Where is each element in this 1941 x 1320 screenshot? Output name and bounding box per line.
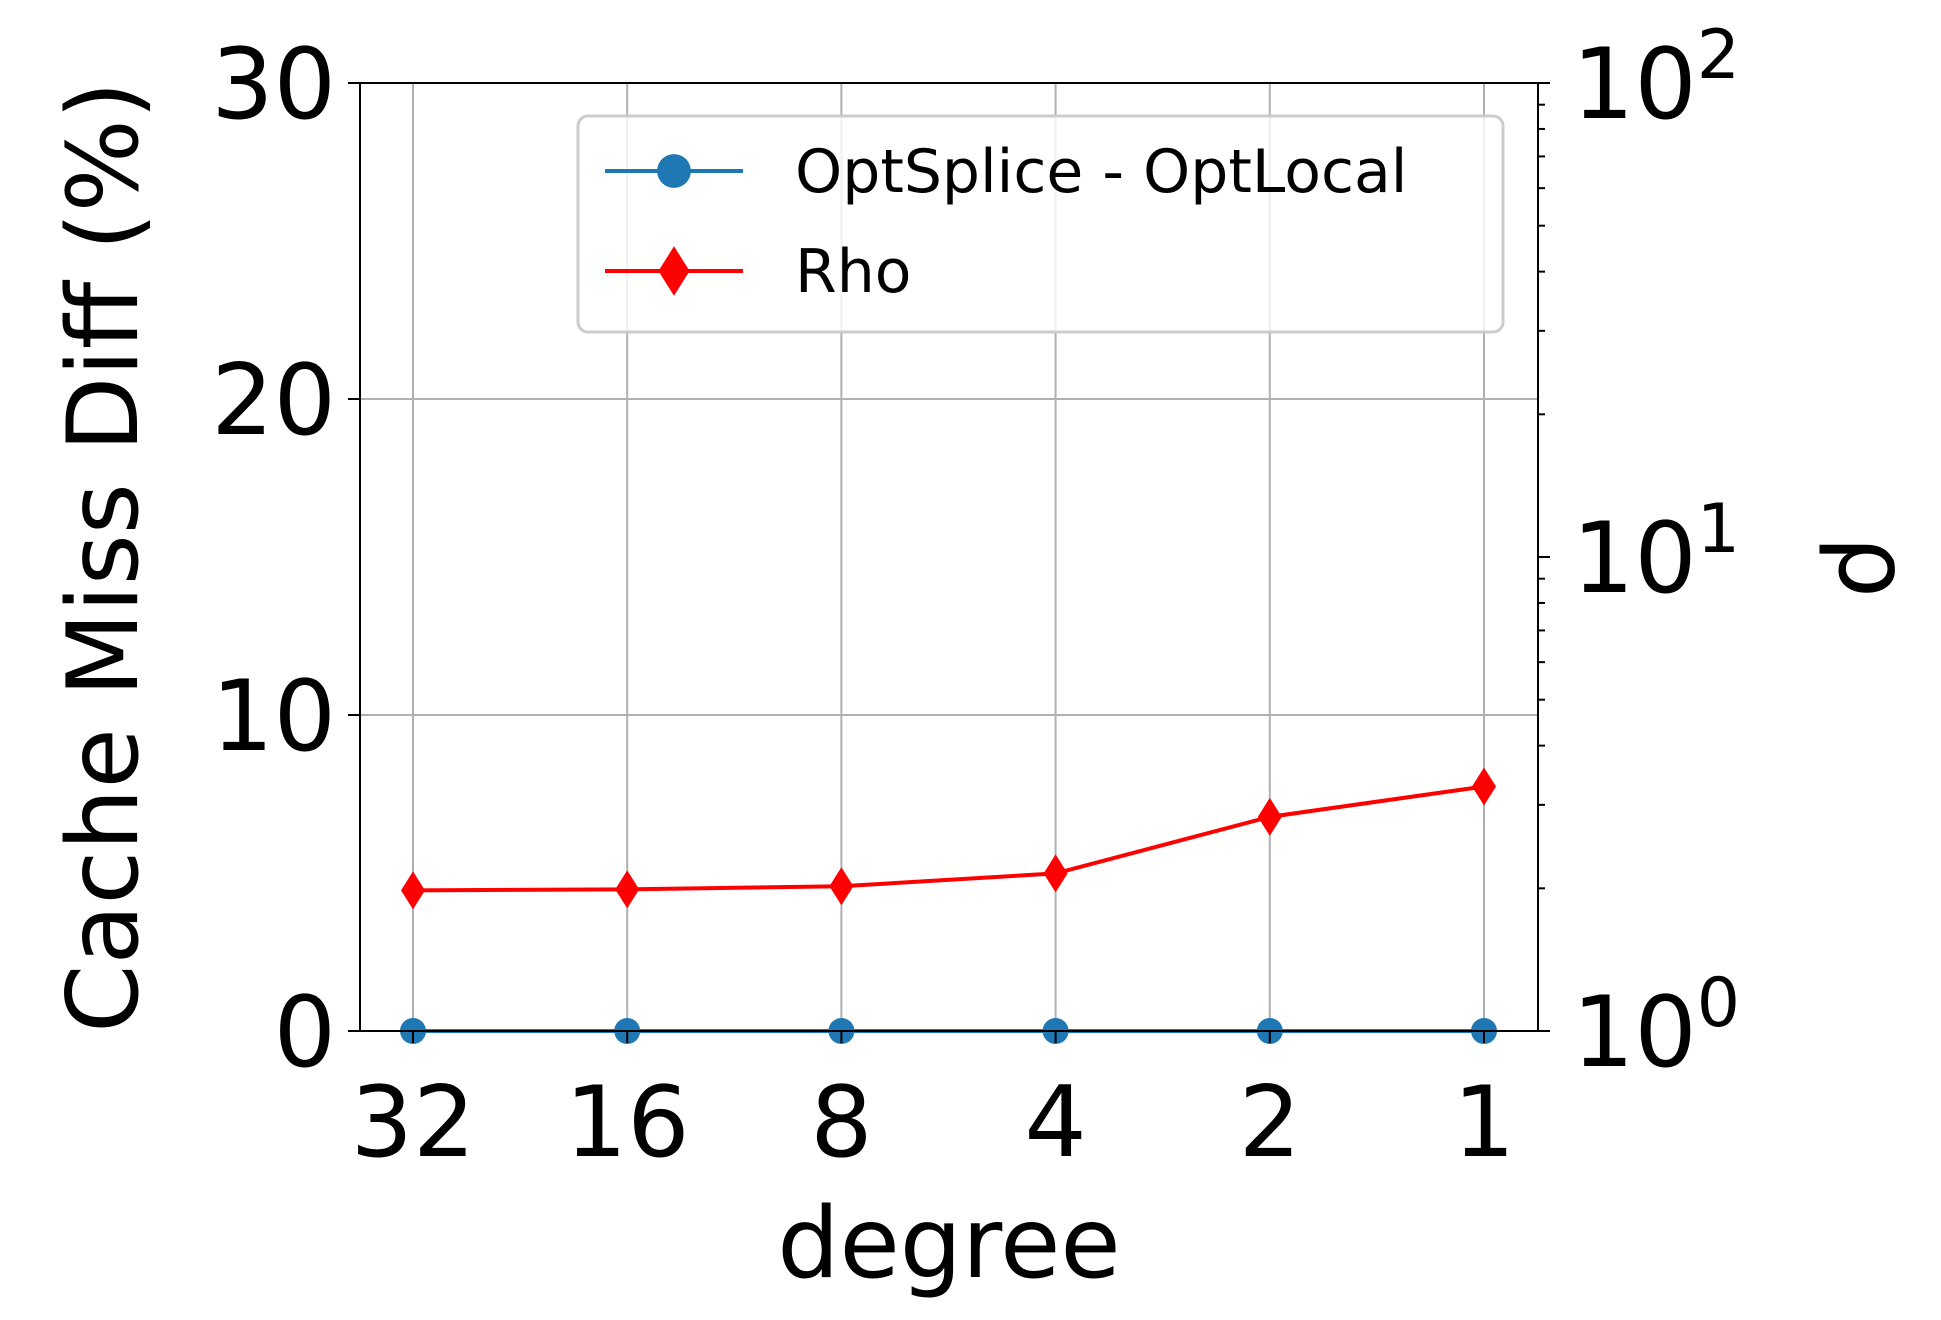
y-axis-label-right: ρ [1816, 536, 1930, 598]
legend-box [576, 114, 1505, 334]
y-left-tick-label: 10 [211, 660, 336, 774]
x-tick-label: 32 [351, 1066, 476, 1180]
data-point-1 [1257, 797, 1282, 836]
series-line-1 [412, 784, 1485, 893]
y-right-tick-label: 100 [1572, 964, 1740, 1090]
data-point-1 [401, 871, 425, 910]
data-point-1 [615, 870, 640, 909]
x-axis-label: degree [777, 1187, 1120, 1301]
legend-marker-1 [658, 246, 690, 296]
x-tick-label: 16 [565, 1066, 690, 1180]
y-left-tick-label: 0 [274, 976, 336, 1090]
x-tick-label: 2 [1239, 1066, 1301, 1180]
data-point-1 [1472, 767, 1496, 806]
legend-entries: OptSplice - OptLocal Rho [605, 137, 1407, 307]
y-right-tick-label: 101 [1572, 490, 1740, 616]
data-point-1 [829, 867, 854, 906]
x-tick-label: 4 [1024, 1066, 1086, 1180]
data-point-1 [1043, 854, 1068, 893]
legend-label-1: Rho [795, 237, 911, 307]
legend-label-0: OptSplice - OptLocal [795, 137, 1407, 207]
x-tick-label: 1 [1453, 1066, 1515, 1180]
y-left-tick-label: 30 [211, 28, 336, 142]
legend-marker-0 [657, 154, 691, 188]
series-layer [400, 767, 1497, 1044]
y-axis-label-left: Cache Miss Diff (%) [47, 81, 161, 1033]
x-tick-label: 8 [810, 1066, 872, 1180]
y-right-tick-label: 102 [1572, 16, 1740, 142]
legend: OptSplice - OptLocal Rho [576, 114, 1505, 334]
y-left-tick-label: 20 [211, 344, 336, 458]
